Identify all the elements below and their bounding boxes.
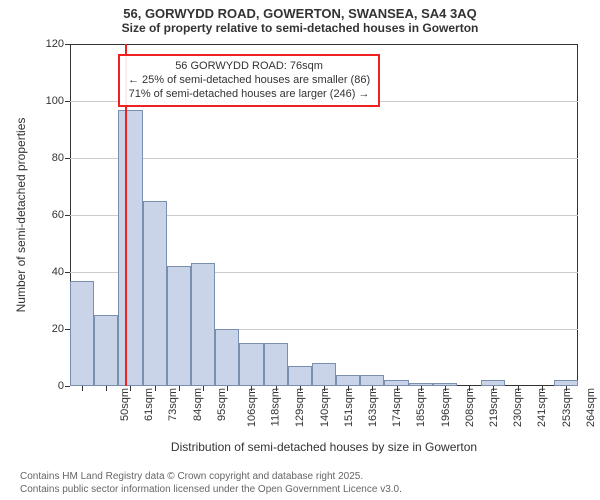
xtick-mark (251, 386, 252, 391)
xtick-label: 151sqm (343, 388, 355, 427)
annotation-line: ← 25% of semi-detached houses are smalle… (128, 74, 370, 88)
xtick-mark (518, 386, 519, 391)
xtick-mark (130, 386, 131, 391)
x-axis-label: Distribution of semi-detached houses by … (70, 440, 578, 454)
xtick-label: 174sqm (391, 388, 403, 427)
histogram-bar (70, 281, 94, 386)
ytick-label: 100 (46, 95, 64, 107)
ytick-label: 60 (52, 209, 64, 221)
ytick-label: 120 (46, 38, 64, 50)
histogram-bar (239, 343, 263, 386)
xtick-label: 208sqm (464, 388, 476, 427)
xtick-label: 118sqm (270, 388, 282, 426)
xtick-label: 196sqm (440, 388, 452, 427)
title-line-1: 56, GORWYDD ROAD, GOWERTON, SWANSEA, SA4… (0, 6, 600, 21)
xtick-label: 241sqm (536, 388, 548, 427)
ytick-mark (65, 44, 70, 45)
annotation-box: 56 GORWYDD ROAD: 76sqm← 25% of semi-deta… (118, 54, 380, 107)
xtick-mark (421, 386, 422, 391)
xtick-label: 73sqm (168, 388, 180, 421)
footer-line-2: Contains public sector information licen… (20, 484, 402, 497)
xtick-mark (324, 386, 325, 391)
histogram-bar (360, 375, 384, 386)
xtick-mark (372, 386, 373, 391)
xtick-mark (445, 386, 446, 391)
xtick-label: 61sqm (143, 388, 155, 421)
xtick-mark (566, 386, 567, 391)
ytick-label: 40 (52, 266, 64, 278)
chart-plot-area: 02040608010012050sqm61sqm73sqm84sqm95sqm… (70, 44, 578, 386)
title-line-2: Size of property relative to semi-detach… (0, 21, 600, 35)
chart-titles: 56, GORWYDD ROAD, GOWERTON, SWANSEA, SA4… (0, 0, 600, 35)
xtick-mark (542, 386, 543, 391)
xtick-label: 95sqm (216, 388, 228, 421)
ytick-mark (65, 158, 70, 159)
xtick-label: 50sqm (119, 388, 131, 421)
plot-border-top (70, 44, 578, 45)
ytick-mark (65, 272, 70, 273)
xtick-mark (155, 386, 156, 391)
ytick-mark (65, 386, 70, 387)
gridline (70, 158, 578, 159)
histogram-bar (143, 201, 167, 386)
ytick-label: 20 (52, 323, 64, 335)
xtick-label: 163sqm (367, 388, 379, 427)
ytick-mark (65, 215, 70, 216)
xtick-label: 230sqm (512, 388, 524, 427)
xtick-mark (348, 386, 349, 391)
ytick-label: 80 (52, 152, 64, 164)
xtick-label: 140sqm (319, 388, 331, 427)
xtick-label: 84sqm (192, 388, 204, 421)
histogram-bar (118, 110, 142, 386)
ytick-mark (65, 101, 70, 102)
histogram-bar (264, 343, 288, 386)
xtick-label: 253sqm (561, 388, 573, 427)
xtick-mark (179, 386, 180, 391)
xtick-label: 129sqm (295, 388, 307, 427)
histogram-bar (167, 266, 191, 386)
ytick-label: 0 (58, 380, 64, 392)
xtick-mark (82, 386, 83, 391)
chart-footer: Contains HM Land Registry data © Crown c… (20, 471, 402, 496)
xtick-mark (300, 386, 301, 391)
xtick-mark (203, 386, 204, 391)
xtick-mark (276, 386, 277, 391)
histogram-bar (336, 375, 360, 386)
xtick-mark (227, 386, 228, 391)
histogram-bar (312, 363, 336, 386)
xtick-label: 264sqm (585, 388, 597, 427)
xtick-mark (469, 386, 470, 391)
xtick-label: 106sqm (246, 388, 258, 427)
xtick-mark (106, 386, 107, 391)
xtick-label: 185sqm (416, 388, 428, 427)
annotation-line: 56 GORWYDD ROAD: 76sqm (128, 60, 370, 74)
histogram-bar (94, 315, 118, 386)
histogram-bar (215, 329, 239, 386)
xtick-mark (397, 386, 398, 391)
footer-line-1: Contains HM Land Registry data © Crown c… (20, 471, 402, 484)
xtick-label: 219sqm (488, 388, 500, 427)
histogram-bar (288, 366, 312, 386)
xtick-mark (493, 386, 494, 391)
annotation-line: 71% of semi-detached houses are larger (… (128, 88, 370, 102)
y-axis-label: Number of semi-detached properties (14, 44, 28, 386)
histogram-bar (191, 263, 215, 386)
